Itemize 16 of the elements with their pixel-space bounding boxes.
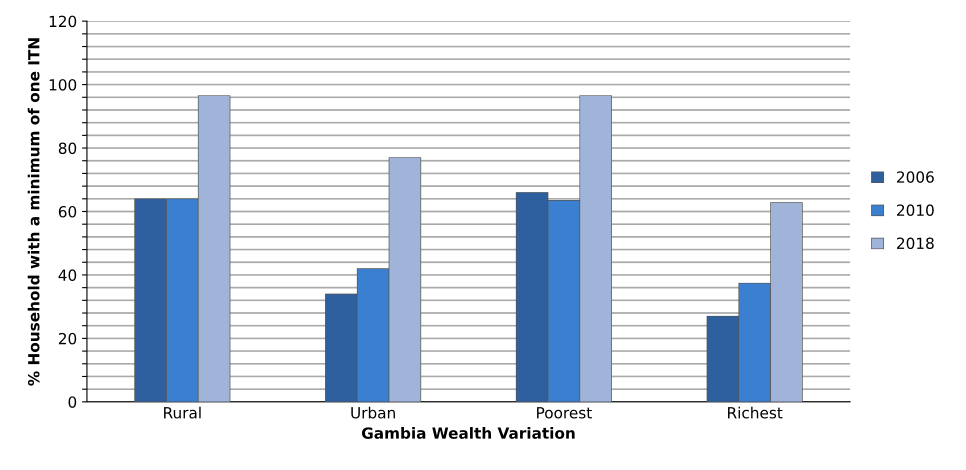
legend-label: 2018 bbox=[897, 237, 934, 250]
y-tick-label: 0 bbox=[68, 396, 76, 408]
y-tick-label: 100 bbox=[50, 79, 76, 91]
y-axis-title: % Household with a minimum of one ITN bbox=[28, 38, 40, 386]
y-tick-label: 80 bbox=[58, 142, 76, 154]
y-tick-label: 40 bbox=[58, 269, 76, 281]
x-tick-label: Urban bbox=[351, 406, 395, 419]
x-tick-label: Poorest bbox=[537, 407, 592, 419]
x-tick-label: Richest bbox=[728, 406, 782, 419]
x-axis-title: Gambia Wealth Variation bbox=[362, 427, 575, 439]
x-tick-label: Rural bbox=[164, 406, 201, 419]
y-tick-label: 20 bbox=[58, 332, 76, 344]
legend-label: 2006 bbox=[897, 171, 934, 183]
y-tick-label: 120 bbox=[50, 16, 76, 28]
y-tick-label: 60 bbox=[58, 206, 76, 218]
legend-label: 2010 bbox=[897, 204, 934, 216]
